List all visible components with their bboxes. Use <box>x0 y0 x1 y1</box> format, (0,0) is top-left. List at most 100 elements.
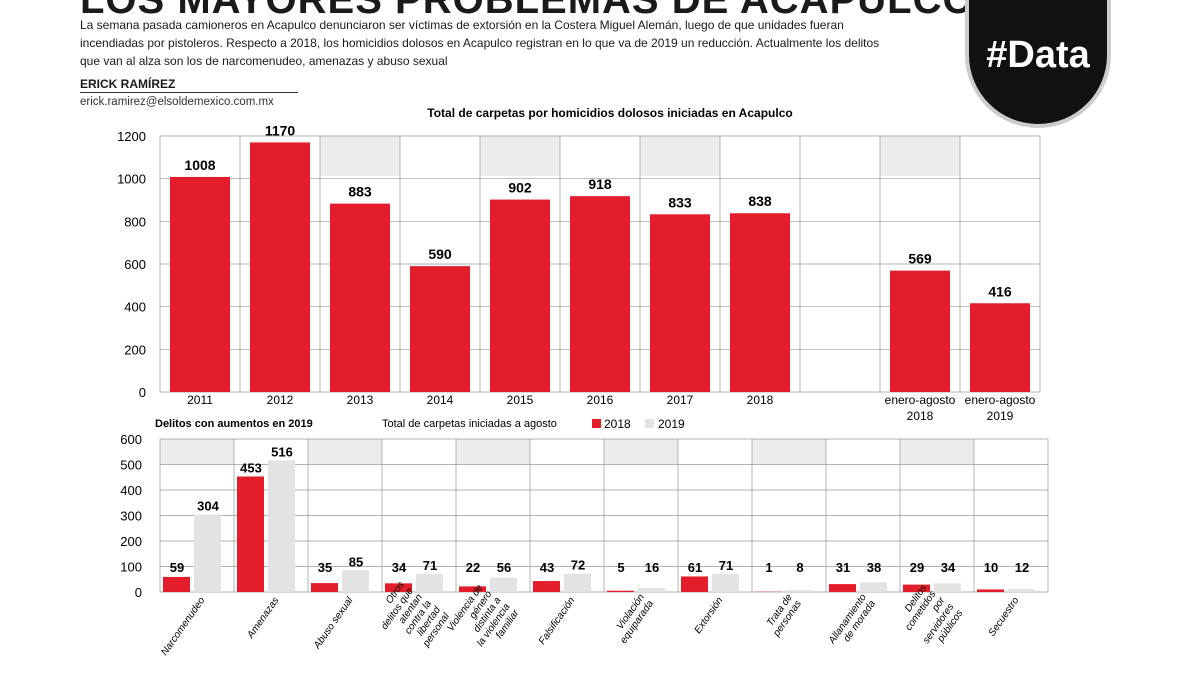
data-label: 304 <box>197 498 219 513</box>
data-label: 61 <box>688 560 702 575</box>
data-label: 516 <box>271 444 293 459</box>
data-label: 34 <box>392 560 407 575</box>
bar <box>970 303 1030 392</box>
y-tick-label: 200 <box>124 342 146 357</box>
legend-swatch-2018 <box>592 419 601 428</box>
data-label: 1008 <box>184 157 215 173</box>
x-tick-label-line: Amenazas <box>245 595 282 641</box>
bar <box>890 270 950 392</box>
bar-2018 <box>385 583 412 592</box>
y-tick-label: 200 <box>120 534 142 549</box>
y-tick-label: 600 <box>124 257 146 272</box>
bar-2019 <box>860 582 887 592</box>
data-label: 569 <box>908 251 932 267</box>
chart-title: Delitos con aumentos en 2019 <box>155 418 313 430</box>
data-label: 416 <box>988 283 1012 299</box>
data-label: 56 <box>497 560 511 575</box>
x-tick-label-line: Narcomenudeo <box>159 595 207 658</box>
x-tick-label: Falsificación <box>537 595 578 647</box>
data-label: 590 <box>428 246 452 262</box>
y-tick-label: 400 <box>120 483 142 498</box>
data-label: 833 <box>668 194 692 210</box>
data-label: 38 <box>867 560 881 575</box>
bar <box>410 266 470 392</box>
x-tick-label: Delitoscometidosporservidorespúblicos <box>894 582 966 652</box>
bar <box>330 203 390 392</box>
page-title: LOS MAYORES PROBLEMAS DE ACAPULCO <box>80 0 975 22</box>
data-label: 16 <box>645 560 659 575</box>
bar-2019 <box>712 573 739 592</box>
data-label: 22 <box>466 560 480 575</box>
y-tick-label: 600 <box>120 432 142 447</box>
x-tick-label: 2018 <box>907 409 934 423</box>
x-tick-label: enero-agosto <box>965 393 1036 407</box>
data-label: 71 <box>719 558 733 573</box>
column-band <box>160 439 234 464</box>
bar <box>730 213 790 392</box>
y-tick-label: 800 <box>124 214 146 229</box>
author-name: ERICK RAMÍREZ <box>80 77 298 93</box>
column-band <box>900 439 974 464</box>
column-band <box>640 136 720 176</box>
data-label: 85 <box>349 554 363 569</box>
data-label: 72 <box>571 558 585 573</box>
data-label: 34 <box>941 560 956 575</box>
column-band <box>320 136 400 176</box>
bar-2018 <box>607 590 634 592</box>
x-tick-label: Allanamientode morada <box>826 592 878 653</box>
column-band <box>752 439 826 464</box>
x-tick-label: enero-agosto <box>885 393 956 407</box>
x-tick-label: Violencia degénerodistinta ala violencia… <box>445 582 522 659</box>
author-email: erick.ramirez@elsoldemexico.com.mx <box>80 96 274 108</box>
bar-2018 <box>903 584 930 592</box>
x-tick-label: Amenazas <box>245 595 282 641</box>
bar-2018 <box>533 581 560 592</box>
bar-2019 <box>786 589 813 592</box>
x-tick-label: 2014 <box>427 393 454 407</box>
data-label: 1 <box>765 560 772 575</box>
data-label: 1170 <box>265 122 296 138</box>
legend-label: 2019 <box>658 417 685 431</box>
data-label: 31 <box>836 560 850 575</box>
x-tick-label: 2013 <box>347 393 374 407</box>
bar <box>170 176 230 392</box>
bar-2019 <box>342 570 369 592</box>
data-label: 12 <box>1015 560 1029 575</box>
x-tick-label: 2018 <box>747 393 774 407</box>
data-label: 35 <box>318 560 332 575</box>
data-label: 59 <box>170 560 184 575</box>
y-tick-label: 100 <box>120 560 142 575</box>
bar-2019 <box>268 460 295 592</box>
bar <box>250 142 310 392</box>
column-band <box>456 439 530 464</box>
x-tick-label: Narcomenudeo <box>159 595 207 658</box>
x-tick-label-line: Falsificación <box>537 595 578 647</box>
data-label: 43 <box>540 560 554 575</box>
x-tick-label: 2015 <box>507 393 534 407</box>
data-label: 883 <box>348 184 372 200</box>
data-label: 453 <box>240 460 262 475</box>
column-band <box>880 136 960 176</box>
data-label: 902 <box>508 180 532 196</box>
bar <box>570 196 630 392</box>
x-tick-label-line: Extorsión <box>693 595 726 636</box>
chart-title: Total de carpetas por homicidios dolosos… <box>427 106 792 120</box>
data-label: 71 <box>423 558 437 573</box>
y-tick-label: 0 <box>139 385 146 400</box>
x-tick-label: 2019 <box>987 409 1014 423</box>
x-tick-label: Violaciónequiparada <box>609 592 656 646</box>
x-tick-label: Secuestro <box>987 595 1022 639</box>
y-tick-label: 300 <box>120 509 142 524</box>
y-tick-label: 500 <box>120 458 142 473</box>
data-label: 10 <box>984 560 998 575</box>
bar-2018 <box>237 476 264 592</box>
chart-subtitle: Total de carpetas iniciadas a agosto <box>382 418 557 430</box>
data-label: 5 <box>617 560 624 575</box>
bar-2019 <box>934 583 961 592</box>
bar-2018 <box>977 589 1004 592</box>
bar-2019 <box>490 577 517 592</box>
x-tick-label-line: Secuestro <box>987 595 1022 639</box>
bar-2019 <box>194 514 221 592</box>
bar-2019 <box>638 587 665 592</box>
column-band <box>604 439 678 464</box>
